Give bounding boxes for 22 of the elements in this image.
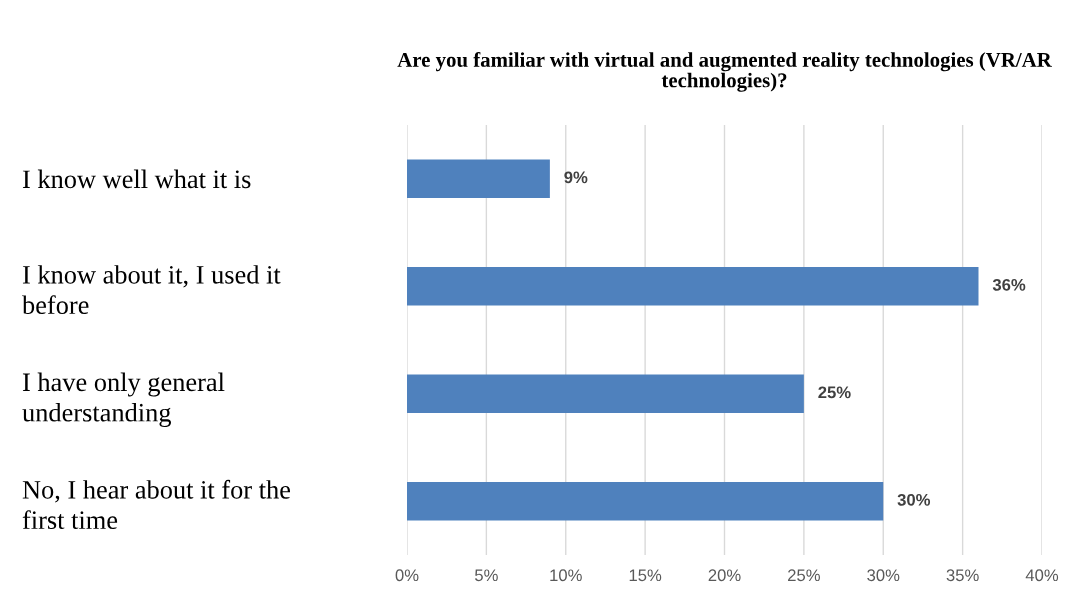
y-tick-label: I have only general understanding xyxy=(22,372,225,428)
data-label: 9% xyxy=(564,171,588,184)
x-tick-label: 30% xyxy=(867,569,900,582)
y-tick-label: I know about it, I used it before xyxy=(22,265,281,315)
data-label: 25% xyxy=(818,386,851,399)
chart-title: Are you familiar with virtual and augmented reality technologies (VR/AR technologies)? xyxy=(397,52,1052,92)
data-label: 36% xyxy=(992,278,1026,291)
x-tick-label: 0% xyxy=(395,569,419,582)
x-tick-label: 35% xyxy=(946,569,979,582)
y-tick-label: No, I hear about it for the first time xyxy=(22,479,291,530)
x-tick-label: 20% xyxy=(708,569,741,582)
x-tick-label: 10% xyxy=(550,569,582,582)
bar xyxy=(407,374,804,414)
y-tick-label: I know well what it is xyxy=(22,169,251,189)
bar xyxy=(407,481,884,521)
x-tick-label: 25% xyxy=(788,569,820,582)
bar xyxy=(407,159,550,199)
x-tick-label: 5% xyxy=(475,569,498,582)
x-tick-label: 40% xyxy=(1025,569,1059,582)
bar xyxy=(407,266,979,306)
data-label: 30% xyxy=(897,493,931,506)
x-tick-label: 15% xyxy=(629,569,662,582)
